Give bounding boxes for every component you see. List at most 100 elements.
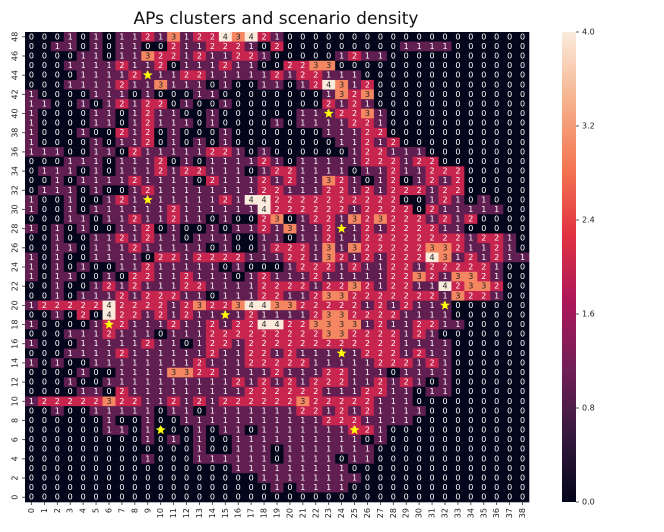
cell-value-label: 1 (300, 157, 305, 166)
heatmap-cell (412, 290, 426, 301)
heatmap-cell (167, 406, 181, 416)
heatmap-cell (63, 329, 77, 340)
cell-value-label: 0 (68, 138, 73, 147)
heatmap-cell (490, 386, 504, 397)
cell-value-label: 0 (145, 483, 150, 492)
cell-value-label: 1 (210, 224, 215, 233)
heatmap-cell (193, 377, 207, 388)
heatmap-cell (309, 99, 323, 110)
cell-value-label: 0 (249, 474, 254, 483)
heatmap-cell (361, 89, 375, 100)
cell-value-label: 1 (158, 397, 163, 406)
heatmap-cell (477, 290, 491, 301)
heatmap-cell (373, 348, 388, 359)
cell-value-label: 1 (300, 435, 305, 444)
x-tick-label: 37 (505, 508, 514, 518)
heatmap-cell (167, 271, 181, 282)
heatmap-cell (89, 377, 103, 388)
cell-value-label: 0 (520, 42, 525, 51)
cell-value-label: 1 (274, 119, 279, 128)
cell-value-label: 1 (223, 243, 228, 252)
cell-value-label: 1 (430, 195, 435, 204)
cell-value-label: 0 (197, 119, 202, 128)
cell-value-label: 1 (274, 224, 279, 233)
cell-value-label: 0 (55, 320, 60, 329)
heatmap-cell (503, 338, 517, 349)
cell-value-label: 0 (468, 186, 473, 195)
heatmap-cell (438, 406, 452, 416)
cell-value-label: 0 (520, 358, 525, 367)
heatmap-cell (399, 185, 413, 196)
heatmap-cell (257, 338, 271, 349)
cell-value-label: 1 (132, 80, 137, 89)
y-tick-label: 4 (11, 456, 20, 461)
cell-value-label: 0 (494, 397, 499, 406)
cell-value-label: 4 (274, 320, 279, 329)
heatmap-cell (283, 252, 297, 263)
heatmap-cell (167, 51, 181, 62)
cell-value-label: 1 (145, 368, 150, 377)
heatmap-cell (373, 271, 388, 282)
heatmap-cell (102, 233, 116, 244)
heatmap-cell (205, 377, 220, 388)
cell-value-label: 1 (145, 167, 150, 176)
heatmap-cell (193, 41, 207, 52)
heatmap-cell (154, 223, 168, 234)
cell-value-label: 0 (455, 426, 460, 435)
cell-value-label: 0 (481, 71, 486, 80)
cell-value-label: 0 (481, 99, 486, 108)
heatmap-cell (490, 434, 504, 445)
cell-value-label: 0 (223, 493, 228, 502)
cell-value-label: 0 (507, 483, 512, 492)
heatmap-cell (516, 204, 530, 215)
cell-value-label: 0 (442, 99, 447, 108)
cell-value-label: 0 (249, 109, 254, 118)
cell-value-label: 1 (184, 119, 189, 128)
cell-value-label: 2 (132, 272, 137, 281)
heatmap-cell (167, 329, 181, 340)
heatmap-cell (128, 243, 142, 253)
cell-value-label: 1 (158, 387, 163, 396)
heatmap-cell (309, 310, 323, 321)
cell-value-label: 0 (455, 157, 460, 166)
cell-value-label: 1 (391, 416, 396, 425)
heatmap-cell (412, 434, 426, 445)
cell-value-label: 2 (404, 301, 409, 310)
cell-value-label: 0 (236, 109, 241, 118)
heatmap-cell (348, 137, 362, 148)
cell-value-label: 0 (158, 90, 163, 99)
cell-value-label: 2 (119, 99, 124, 108)
cell-value-label: 0 (455, 483, 460, 492)
cell-value-label: 1 (262, 147, 267, 156)
heatmap-cell (50, 233, 65, 244)
cell-value-label: 0 (42, 464, 47, 473)
heatmap-cell (154, 99, 168, 110)
cell-value-label: 0 (42, 387, 47, 396)
cell-value-label: 3 (442, 253, 447, 262)
cell-value-label: 0 (81, 272, 86, 281)
cell-value-label: 1 (494, 205, 499, 214)
cell-value-label: 0 (494, 119, 499, 128)
heatmap-cell (373, 338, 388, 349)
cell-value-label: 1 (365, 378, 370, 387)
cell-value-label: 0 (404, 493, 409, 502)
cell-value-label: 1 (417, 339, 422, 348)
heatmap-cell (270, 367, 284, 378)
heatmap-cell (309, 137, 323, 148)
heatmap-cell (322, 79, 336, 90)
cell-value-label: 0 (68, 368, 73, 377)
cell-value-label: 1 (42, 167, 47, 176)
heatmap-cell (503, 367, 517, 378)
heatmap-cell (490, 329, 504, 340)
cell-value-label: 4 (262, 320, 267, 329)
cell-value-label: 0 (391, 464, 396, 473)
heatmap-cell (115, 60, 129, 71)
heatmap-cell (425, 434, 439, 445)
cell-value-label: 0 (494, 80, 499, 89)
cell-value-label: 1 (262, 253, 267, 262)
cell-value-label: 0 (132, 90, 137, 99)
cell-value-label: 2 (404, 282, 409, 291)
cell-value-label: 1 (210, 109, 215, 118)
heatmap-cell (477, 338, 491, 349)
cell-value-label: 0 (210, 80, 215, 89)
